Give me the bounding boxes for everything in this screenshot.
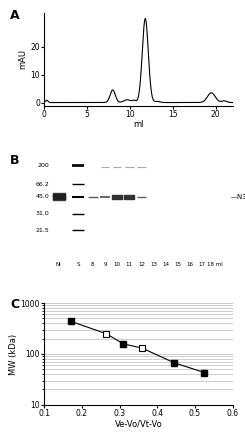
Text: 45.0: 45.0 [35,194,49,199]
X-axis label: ml: ml [133,120,144,129]
Text: 66.2: 66.2 [35,182,49,187]
Text: 14: 14 [162,262,169,267]
Text: —N333: —N333 [230,194,245,201]
Text: 9: 9 [103,262,107,267]
Text: 31.0: 31.0 [35,211,49,216]
Text: 16: 16 [187,262,194,267]
Text: 18 ml: 18 ml [207,262,222,267]
Text: Ni: Ni [56,262,61,267]
Text: 10: 10 [114,262,121,267]
Text: 200: 200 [37,163,49,168]
X-axis label: Ve-Vo/Vt-Vo: Ve-Vo/Vt-Vo [115,419,162,429]
Text: 21.5: 21.5 [35,228,49,233]
Text: C: C [10,298,19,311]
Y-axis label: mAU: mAU [19,49,27,70]
Text: B: B [10,154,20,167]
Text: 12: 12 [138,262,145,267]
Y-axis label: MW (kDa): MW (kDa) [9,334,18,374]
Text: 17: 17 [199,262,206,267]
Text: 8: 8 [91,262,95,267]
Text: 15: 15 [174,262,182,267]
Text: A: A [10,8,20,22]
Text: S: S [76,262,80,267]
Text: 11: 11 [126,262,133,267]
Text: 13: 13 [150,262,157,267]
